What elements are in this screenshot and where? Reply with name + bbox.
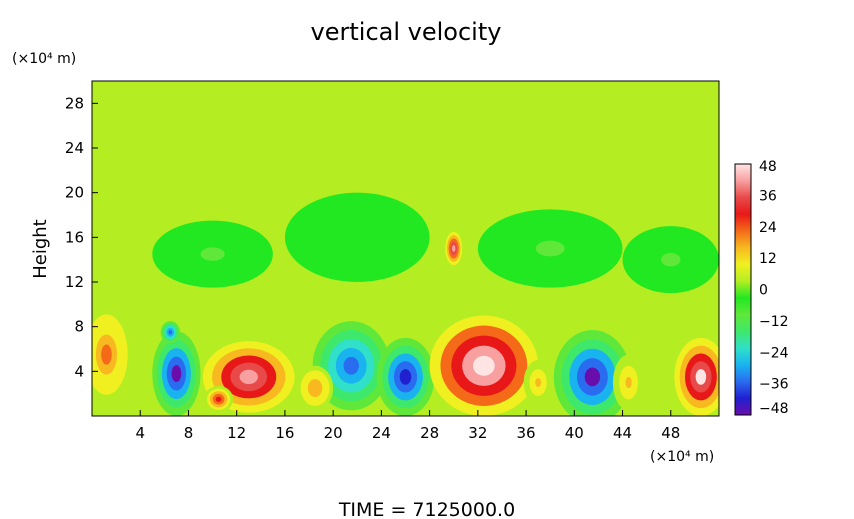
heatmap-feature — [674, 337, 719, 416]
heatmap-contour — [343, 356, 359, 375]
x-tick-label: 48 — [661, 424, 680, 442]
heatmap-feature — [523, 360, 553, 405]
plot-frame — [91, 80, 720, 417]
x-tick-label: 44 — [613, 424, 632, 442]
heatmap-contour — [200, 247, 225, 261]
x-tick-label: 4 — [135, 424, 145, 442]
y-tick-label: 12 — [65, 273, 84, 291]
colorbar-tick-label: −36 — [759, 377, 789, 393]
heatmap-field — [92, 192, 719, 416]
colorbar: 48 36 24 12 0 −12 −24 −36 −48 — [734, 159, 789, 417]
x-tick-label: 28 — [420, 424, 439, 442]
heatmap-feature — [445, 231, 463, 266]
x-tick-label: 24 — [372, 424, 391, 442]
y-tick-label: 20 — [65, 184, 84, 202]
colorbar-tick-label: −48 — [759, 401, 789, 417]
heatmap-feature — [92, 304, 133, 405]
colorbar-scale — [734, 163, 752, 416]
x-tick-label: 12 — [227, 424, 246, 442]
x-tick-label: 32 — [468, 424, 487, 442]
colorbar-ticks: 48 36 24 12 0 −12 −24 −36 −48 — [759, 159, 789, 417]
heatmap-feature — [152, 331, 201, 416]
heatmap-contour — [584, 367, 601, 387]
chart-title: vertical velocity — [311, 18, 502, 46]
heatmap-contour — [168, 330, 173, 335]
heatmap-feature — [152, 220, 273, 288]
x-unit-label: (×10⁴ m) — [650, 449, 714, 465]
x-tick-label: 40 — [565, 424, 584, 442]
x-tick-label: 36 — [517, 424, 536, 442]
y-tick-label: 28 — [65, 94, 84, 112]
colorbar-tick-label: 12 — [759, 251, 777, 267]
heatmap-feature — [553, 330, 631, 416]
heatmap-feature — [204, 385, 234, 413]
heatmap-feature — [612, 354, 645, 411]
heatmap-contour — [311, 383, 319, 393]
colorbar-tick-label: 0 — [759, 283, 768, 299]
heatmap-feature — [477, 209, 623, 288]
heatmap-feature — [622, 226, 719, 294]
y-tick-label: 24 — [65, 139, 84, 157]
heatmap-feature — [284, 192, 430, 282]
heatmap-feature — [429, 315, 539, 416]
colorbar-tick-label: 48 — [759, 159, 777, 175]
heatmap-contour — [215, 396, 222, 402]
colorbar-tick-label: −24 — [759, 345, 789, 361]
heatmap-feature — [160, 321, 181, 344]
heatmap-contour — [239, 369, 258, 385]
heatmap-contour — [661, 252, 681, 267]
y-tick-label: 16 — [65, 228, 84, 246]
heatmap-contour — [625, 376, 632, 389]
y-unit-label: (×10⁴ m) — [12, 51, 76, 67]
heatmap-contour — [342, 228, 372, 247]
x-axis: 4 8 12 16 20 24 28 32 36 40 44 48 — [135, 410, 680, 442]
colorbar-tick-label: 36 — [759, 188, 777, 204]
heatmap-contour — [452, 245, 456, 252]
y-tick-label: 8 — [74, 318, 84, 336]
heatmap-feature — [376, 337, 435, 416]
heatmap-contour — [473, 355, 495, 376]
y-tick-label: 4 — [74, 362, 84, 380]
heatmap-contour — [399, 369, 412, 385]
time-footer: TIME = 7125000.0 — [338, 499, 515, 519]
x-tick-label: 20 — [324, 424, 343, 442]
heatmap-contour — [101, 344, 112, 365]
plot-area — [91, 80, 720, 417]
colorbar-tick-label: 24 — [759, 220, 777, 236]
x-tick-label: 8 — [184, 424, 194, 442]
heatmap-contour — [535, 378, 542, 387]
heatmap-contour — [171, 365, 182, 383]
y-axis: 4 8 12 16 20 24 28 — [65, 94, 98, 380]
colorbar-tick-label: −12 — [759, 314, 789, 330]
heatmap-contour — [695, 369, 707, 385]
y-axis-label: Height — [30, 219, 51, 279]
heatmap-feature — [296, 365, 334, 411]
x-tick-label: 16 — [275, 424, 294, 442]
heatmap-contour — [535, 240, 565, 257]
